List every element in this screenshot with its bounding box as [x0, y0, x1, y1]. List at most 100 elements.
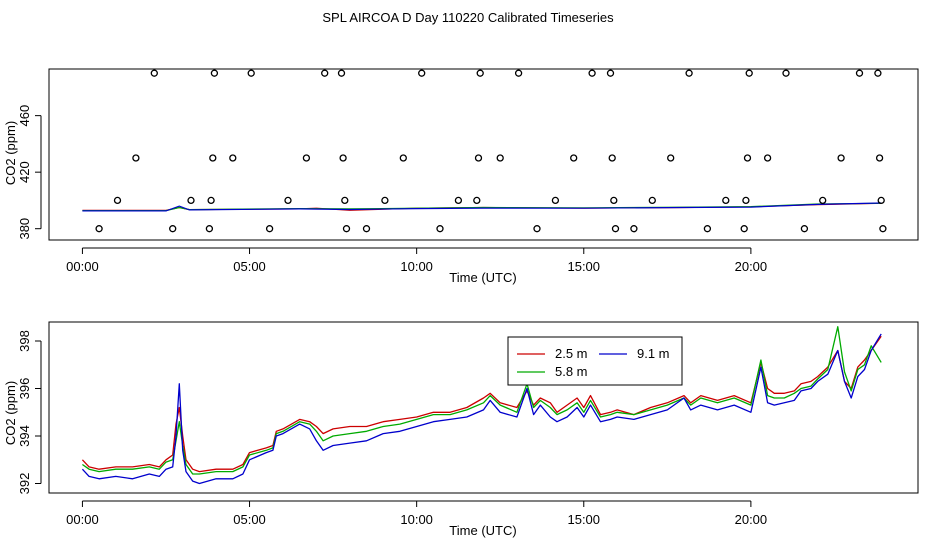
data-point	[205, 225, 214, 233]
data-point	[763, 154, 772, 162]
data-point	[703, 225, 712, 233]
legend-box	[507, 336, 683, 386]
data-point	[496, 154, 504, 162]
data-point	[476, 69, 484, 77]
data-point	[610, 196, 618, 205]
data-point	[722, 196, 730, 205]
data-point	[339, 154, 347, 162]
data-point	[742, 196, 750, 205]
x-tick-label: 00:00	[66, 259, 99, 274]
data-point	[819, 196, 827, 205]
data-point	[685, 69, 693, 77]
bottom-panel-series	[81, 326, 882, 485]
top-panel-x-label: Time (UTC)	[449, 270, 516, 285]
series-line-5-8-m	[82, 326, 882, 475]
data-point	[342, 225, 351, 233]
data-point	[302, 154, 311, 162]
data-point	[321, 69, 329, 77]
data-point	[740, 225, 748, 233]
data-point	[337, 69, 346, 77]
bottom-panel-y-label: CO2 (ppm)	[3, 381, 18, 445]
y-tick-label: 394	[17, 425, 32, 447]
top-panel-y-label: CO2 (ppm)	[3, 121, 18, 185]
y-tick-label: 398	[17, 330, 32, 352]
data-point	[514, 69, 523, 77]
data-point	[229, 154, 237, 162]
x-tick-label: 15:00	[567, 259, 600, 274]
data-point	[436, 225, 444, 233]
data-point	[247, 69, 255, 77]
data-point	[782, 69, 790, 77]
y-tick-label: 420	[17, 161, 32, 183]
bottom-panel-x-label: Time (UTC)	[449, 523, 516, 538]
data-point	[855, 69, 864, 77]
x-tick-label: 20:00	[735, 259, 768, 274]
x-tick-label: 20:00	[735, 512, 768, 527]
data-point	[630, 225, 638, 233]
data-point	[187, 196, 195, 205]
x-tick-label: 10:00	[400, 259, 433, 274]
data-point	[418, 69, 426, 77]
legend-label-5-8m: 5.8 m	[555, 364, 588, 379]
data-point	[667, 154, 675, 162]
data-point	[874, 69, 882, 77]
data-point	[745, 69, 753, 77]
legend-label-9-1m: 9.1 m	[637, 346, 670, 361]
data-point	[113, 196, 122, 205]
data-point	[648, 196, 656, 205]
data-point	[837, 154, 845, 162]
data-point	[399, 154, 407, 162]
data-point	[210, 69, 219, 77]
data-point	[800, 225, 809, 233]
data-point	[879, 225, 887, 233]
legend-label-2-5m: 2.5 m	[555, 346, 588, 361]
legend: 2.5 m 5.8 m 9.1 m	[507, 336, 683, 386]
data-point	[265, 225, 274, 233]
bottom-panel-frame	[48, 321, 919, 494]
series-line-9-1-m	[81, 333, 882, 485]
y-tick-label: 380	[17, 218, 32, 240]
y-tick-label: 460	[17, 105, 32, 127]
data-point	[341, 196, 349, 205]
x-tick-label: 05:00	[233, 259, 266, 274]
series-line-2-5-m	[81, 335, 882, 473]
data-point	[362, 225, 371, 233]
data-point	[533, 225, 541, 233]
data-point	[381, 196, 389, 205]
x-tick-label: 05:00	[233, 512, 266, 527]
data-point	[743, 154, 752, 162]
data-point	[473, 196, 481, 205]
y-tick-label: 392	[17, 473, 32, 495]
data-point	[474, 154, 483, 162]
data-point	[150, 69, 158, 77]
top-panel-y-axis: 380 420 460	[17, 105, 42, 240]
x-tick-label: 00:00	[66, 512, 99, 527]
data-point	[877, 196, 885, 205]
x-tick-label: 15:00	[567, 512, 600, 527]
data-point	[588, 69, 596, 77]
x-tick-label: 10:00	[400, 512, 433, 527]
data-point	[132, 154, 140, 162]
bottom-panel-y-axis: 392 394 396 398	[17, 330, 42, 495]
data-point	[611, 225, 620, 233]
top-series-line	[82, 202, 882, 212]
data-point	[551, 196, 560, 205]
data-point	[875, 154, 884, 162]
top-panel-x-axis: 00:00 05:00 10:00 15:00 20:00	[66, 247, 768, 274]
y-tick-label: 396	[17, 378, 32, 400]
bottom-panel-x-axis: 00:00 05:00 10:00 15:00 20:00	[66, 500, 768, 527]
data-point	[284, 196, 292, 205]
data-point	[454, 196, 463, 205]
figure-title: SPL AIRCOA D Day 110220 Calibrated Times…	[322, 10, 614, 25]
data-point	[608, 154, 616, 162]
data-point	[606, 69, 615, 77]
top-panel-points	[95, 69, 887, 233]
data-point	[169, 225, 177, 233]
data-point	[570, 154, 578, 162]
top-panel-lines	[82, 202, 882, 212]
data-point	[207, 196, 215, 205]
data-point	[209, 154, 217, 162]
top-panel-frame	[48, 68, 919, 241]
data-point	[95, 225, 103, 233]
